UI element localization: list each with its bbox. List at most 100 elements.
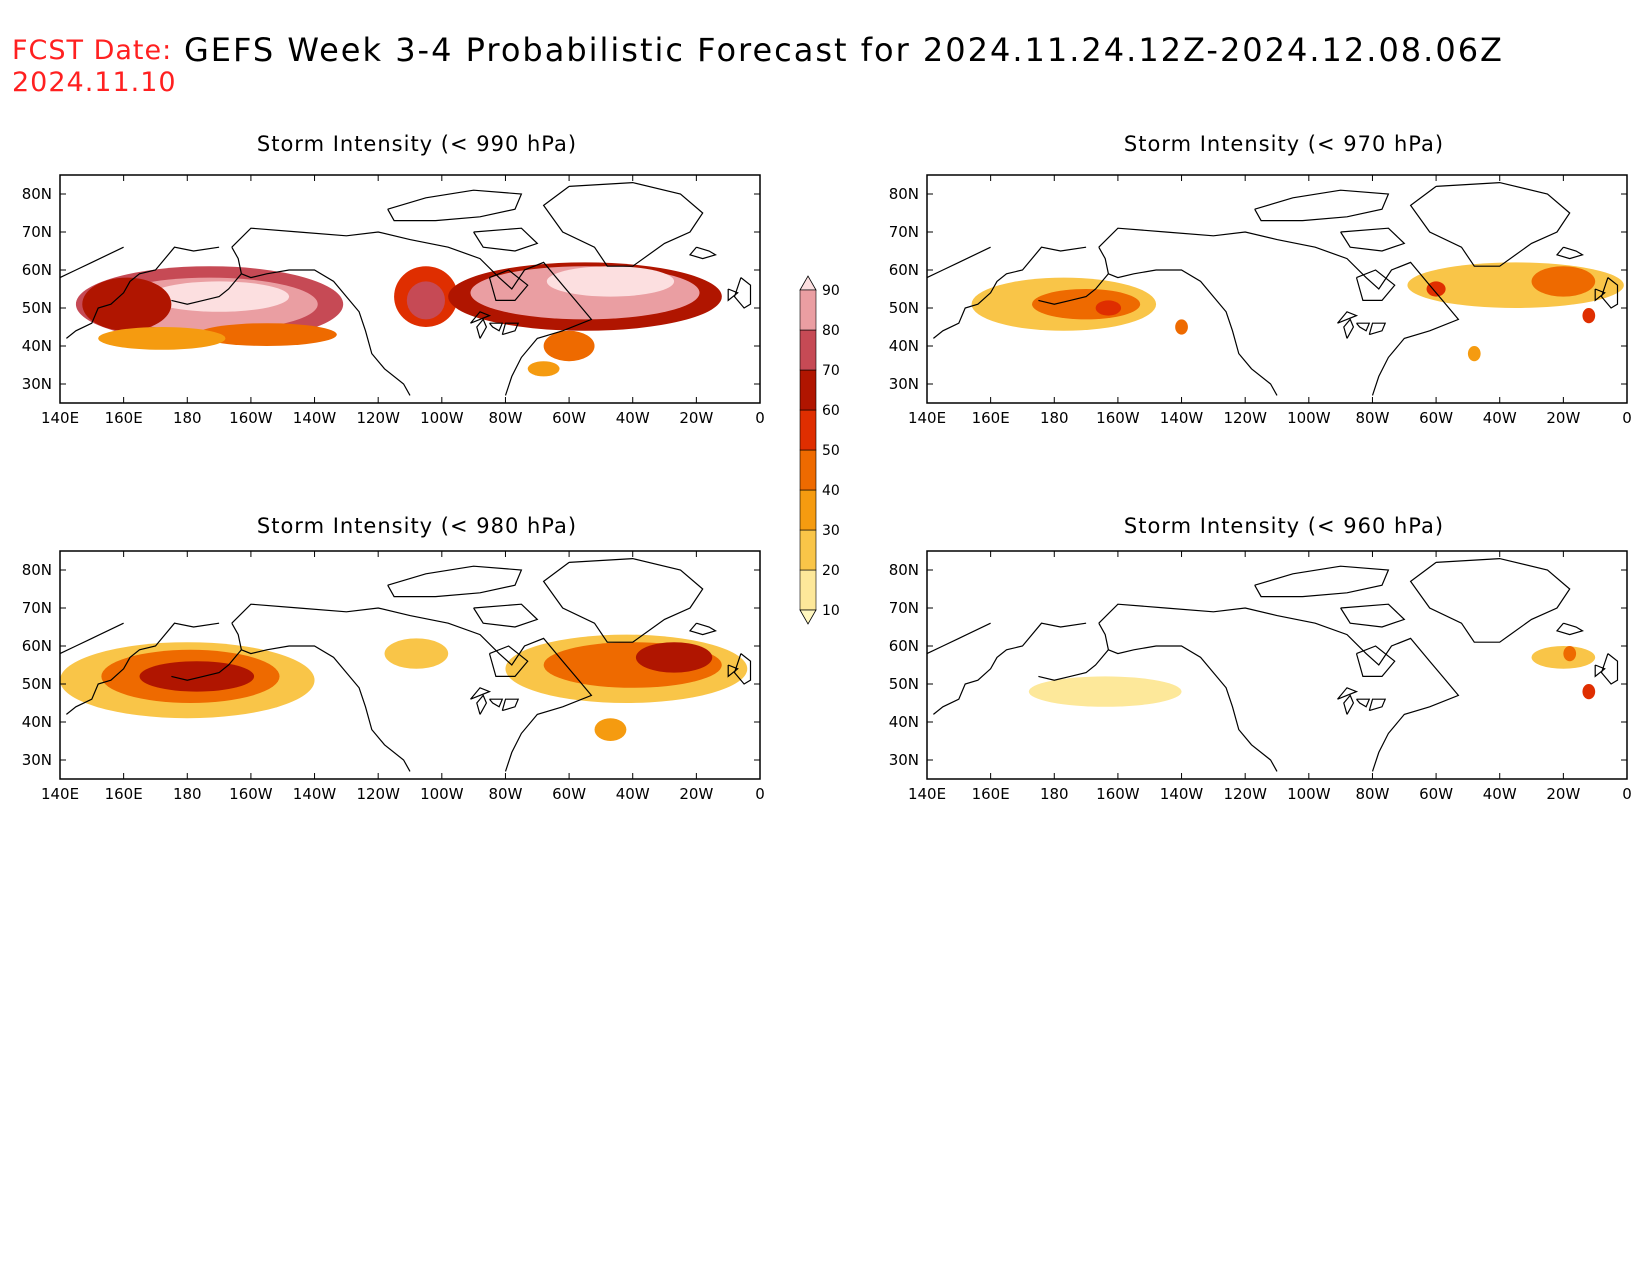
coastline-7: [473, 227, 539, 252]
lat-label: 60N: [22, 261, 52, 279]
coastline-14: [1337, 687, 1359, 700]
coastline-3: [933, 246, 1087, 339]
coastline-4: [927, 622, 991, 655]
coastline-6: [1254, 565, 1390, 598]
probability-region-7: [1582, 308, 1596, 324]
lon-label: 120W: [356, 785, 400, 803]
colorbar-label: 50: [822, 443, 840, 459]
coastline-3: [933, 622, 1087, 715]
coastline-13: [476, 318, 488, 339]
lat-label: 80N: [889, 561, 919, 579]
lat-label: 30N: [889, 375, 919, 393]
probability-region-10: [546, 266, 675, 297]
lat-label: 60N: [889, 637, 919, 655]
panel-title-970: Storm Intensity (< 970 hPa): [1123, 132, 1445, 156]
coastline-11: [727, 288, 739, 302]
lon-label: 160W: [1096, 409, 1140, 427]
lon-label: 0: [755, 409, 765, 427]
coastline-9: [1555, 246, 1584, 260]
probability-region-3: [1175, 319, 1188, 335]
lon-label: 180: [173, 409, 202, 427]
colorbar-segment: [799, 529, 817, 571]
coastline-5: [542, 181, 704, 267]
colorbar-top-tip: [799, 275, 817, 291]
lat-label: 40N: [889, 713, 919, 731]
coastline-10: [733, 277, 752, 309]
coastline-14: [470, 311, 492, 324]
coastline-12: [501, 322, 520, 336]
lon-label: 20W: [679, 409, 713, 427]
colorbar-segment: [799, 409, 817, 451]
lon-label: 120W: [1223, 785, 1267, 803]
coastline-9: [688, 622, 717, 636]
lon-label: 80W: [488, 409, 522, 427]
lon-label: 0: [755, 785, 765, 803]
coastline-8: [1355, 645, 1396, 677]
lon-label: 180: [173, 785, 202, 803]
coastline-3: [66, 622, 220, 715]
lon-label: 160W: [229, 785, 273, 803]
coastline-10: [1600, 653, 1619, 685]
lat-label: 80N: [22, 185, 52, 203]
lat-label: 70N: [22, 599, 52, 617]
lon-label: 40W: [616, 785, 650, 803]
lon-label: 100W: [420, 785, 464, 803]
coastline-11: [1594, 664, 1606, 678]
lat-label: 50N: [22, 675, 52, 693]
panel-title-980: Storm Intensity (< 980 hPa): [256, 514, 578, 538]
coastline-13: [1343, 694, 1355, 715]
page-title: GEFS Week 3-4 Probabilistic Forecast for…: [184, 31, 1504, 69]
coastline-0: [231, 227, 593, 396]
colorbar-bottom-tip: [799, 609, 817, 625]
lat-label: 70N: [22, 223, 52, 241]
coastline-0: [1098, 227, 1460, 396]
coastline-1: [1098, 622, 1278, 772]
probability-region-5: [1531, 266, 1596, 297]
coastline-2: [1038, 649, 1109, 681]
forecast-date-label: FCST Date:: [12, 35, 173, 66]
lon-label: 40W: [1483, 409, 1517, 427]
coastline-12: [1368, 322, 1387, 336]
coastline-6: [387, 189, 523, 222]
probability-region-11: [543, 330, 595, 362]
lat-label: 30N: [22, 751, 52, 769]
lat-label: 30N: [889, 751, 919, 769]
map-panel-990: 80N 70N 60N 50N 40N 30N 140E 160E 180 160W 140W 120…: [22, 174, 765, 427]
colorbar-segment: [799, 289, 817, 331]
coastline-10: [1600, 277, 1619, 309]
probability-region-7: [406, 281, 445, 320]
lon-label: 20W: [679, 785, 713, 803]
probability-region-4: [196, 323, 337, 346]
lon-label: 160W: [229, 409, 273, 427]
lat-label: 70N: [889, 223, 919, 241]
coastline-6: [387, 565, 523, 598]
coastline-8: [1355, 269, 1396, 301]
probability-region-5: [98, 327, 226, 350]
coastline-13: [1343, 318, 1355, 339]
lon-label: 120W: [356, 409, 400, 427]
lon-label: 80W: [1355, 785, 1389, 803]
lon-label: 160E: [105, 785, 143, 803]
lon-label: 0: [1622, 785, 1632, 803]
lat-label: 30N: [22, 375, 52, 393]
lon-label: 140E: [41, 409, 79, 427]
coastline-10: [733, 653, 752, 685]
lon-label: 40W: [1483, 785, 1517, 803]
coastline-2: [171, 273, 242, 305]
lat-label: 60N: [889, 261, 919, 279]
coastline-14: [1337, 311, 1359, 324]
coastline-15: [1356, 698, 1371, 708]
colorbar-label: 40: [822, 483, 840, 499]
coastline-12: [1368, 698, 1387, 712]
coastline-0: [1098, 603, 1460, 772]
lat-label: 80N: [22, 561, 52, 579]
lon-label: 60W: [1419, 785, 1453, 803]
coastline-15: [1356, 322, 1371, 332]
lon-label: 160E: [105, 409, 143, 427]
colorbar-segment: [799, 489, 817, 531]
lon-label: 40W: [616, 409, 650, 427]
coastline-7: [1340, 227, 1406, 252]
lon-label: 160E: [972, 409, 1010, 427]
lon-label: 60W: [1419, 409, 1453, 427]
coastline-9: [1555, 622, 1584, 636]
